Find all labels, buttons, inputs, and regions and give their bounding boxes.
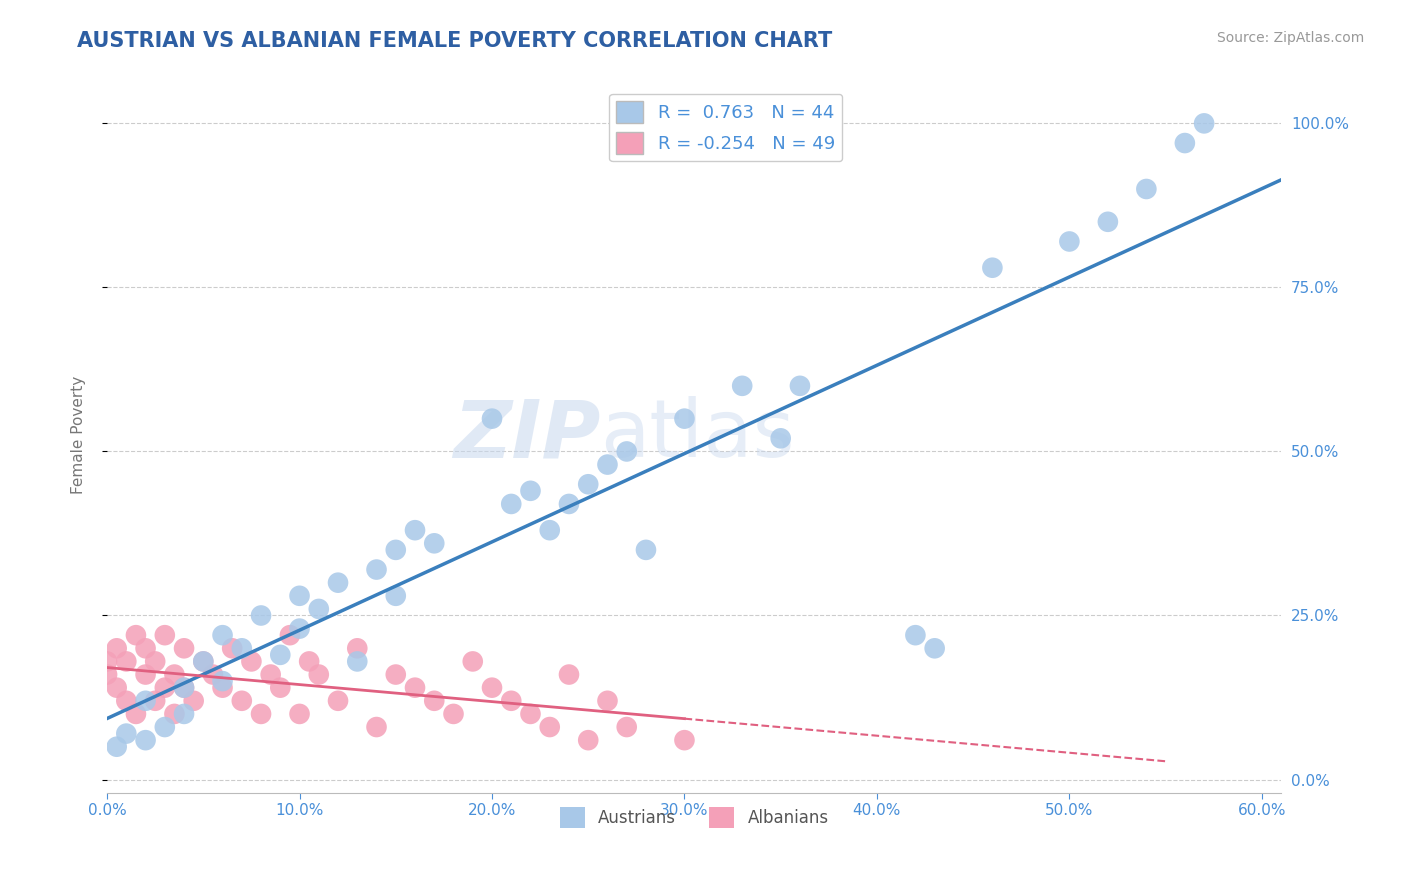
Point <box>346 655 368 669</box>
Point <box>1097 215 1119 229</box>
Point <box>288 622 311 636</box>
Point <box>278 628 301 642</box>
Point <box>924 641 946 656</box>
Point <box>326 694 349 708</box>
Point <box>404 681 426 695</box>
Point <box>596 458 619 472</box>
Point <box>173 681 195 695</box>
Point <box>558 667 581 681</box>
Point <box>904 628 927 642</box>
Text: AUSTRIAN VS ALBANIAN FEMALE POVERTY CORRELATION CHART: AUSTRIAN VS ALBANIAN FEMALE POVERTY CORR… <box>77 31 832 51</box>
Point <box>616 720 638 734</box>
Point <box>269 681 291 695</box>
Point <box>153 681 176 695</box>
Point <box>211 681 233 695</box>
Text: Source: ZipAtlas.com: Source: ZipAtlas.com <box>1216 31 1364 45</box>
Point <box>211 628 233 642</box>
Point <box>135 667 157 681</box>
Point <box>423 694 446 708</box>
Point <box>96 655 118 669</box>
Point <box>481 681 503 695</box>
Point <box>105 739 128 754</box>
Point <box>461 655 484 669</box>
Point <box>96 667 118 681</box>
Point <box>211 674 233 689</box>
Point <box>260 667 283 681</box>
Point <box>576 477 599 491</box>
Point <box>105 641 128 656</box>
Point <box>481 411 503 425</box>
Point <box>366 720 388 734</box>
Point <box>308 667 330 681</box>
Point <box>173 706 195 721</box>
Point <box>135 641 157 656</box>
Point <box>250 706 273 721</box>
Point <box>443 706 465 721</box>
Point <box>288 589 311 603</box>
Point <box>501 694 523 708</box>
Point <box>135 733 157 747</box>
Point <box>326 575 349 590</box>
Point <box>250 608 273 623</box>
Point <box>201 667 224 681</box>
Point <box>153 628 176 642</box>
Point <box>231 694 253 708</box>
Point <box>519 483 541 498</box>
Point <box>538 523 561 537</box>
Point <box>153 720 176 734</box>
Point <box>789 379 811 393</box>
Point <box>163 667 186 681</box>
Point <box>1135 182 1157 196</box>
Point <box>346 641 368 656</box>
Point <box>115 694 138 708</box>
Point <box>538 720 561 734</box>
Point <box>193 655 215 669</box>
Point <box>143 655 166 669</box>
Point <box>1059 235 1081 249</box>
Point <box>423 536 446 550</box>
Point <box>404 523 426 537</box>
Point <box>558 497 581 511</box>
Point <box>596 694 619 708</box>
Point <box>183 694 205 708</box>
Point <box>673 411 696 425</box>
Point <box>105 681 128 695</box>
Point <box>519 706 541 721</box>
Point <box>616 444 638 458</box>
Point <box>173 641 195 656</box>
Legend: Austrians, Albanians: Austrians, Albanians <box>553 801 835 834</box>
Point <box>115 655 138 669</box>
Point <box>269 648 291 662</box>
Point <box>384 542 406 557</box>
Point <box>673 733 696 747</box>
Point <box>125 706 148 721</box>
Point <box>115 726 138 740</box>
Point <box>731 379 754 393</box>
Point <box>1174 136 1197 150</box>
Point <box>981 260 1004 275</box>
Point <box>163 706 186 721</box>
Point <box>298 655 321 669</box>
Point <box>288 706 311 721</box>
Point <box>193 655 215 669</box>
Point <box>366 563 388 577</box>
Point <box>576 733 599 747</box>
Point <box>501 497 523 511</box>
Point <box>384 667 406 681</box>
Point <box>634 542 657 557</box>
Point <box>1192 116 1215 130</box>
Point <box>125 628 148 642</box>
Point <box>135 694 157 708</box>
Point <box>769 431 792 445</box>
Point <box>221 641 243 656</box>
Point <box>231 641 253 656</box>
Point <box>143 694 166 708</box>
Point <box>384 589 406 603</box>
Text: atlas: atlas <box>600 396 794 474</box>
Y-axis label: Female Poverty: Female Poverty <box>72 376 86 494</box>
Point <box>240 655 263 669</box>
Text: ZIP: ZIP <box>453 396 600 474</box>
Point <box>308 602 330 616</box>
Point <box>173 681 195 695</box>
